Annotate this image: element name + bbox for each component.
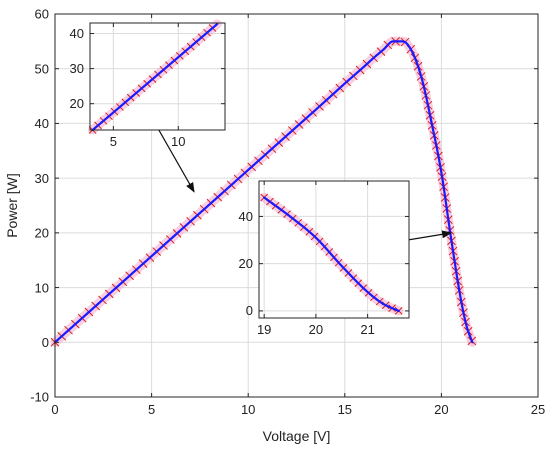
main-ytick-label-2: 10 xyxy=(35,280,49,295)
zoom-arrow-1 xyxy=(155,124,195,193)
main-ytick-label-4: 30 xyxy=(35,171,49,186)
inset-2: 19 20 21 0 20 40 xyxy=(239,180,410,337)
inset-2-xtick-label-2: 21 xyxy=(360,322,374,337)
main-xtick-label-3: 15 xyxy=(338,402,352,417)
inset-1-xtick-label-1: 10 xyxy=(171,134,185,149)
inset-2-ytick-label-2: 40 xyxy=(239,209,253,224)
main-xtick-label-5: 25 xyxy=(531,402,545,417)
inset-2-ytick-label-1: 20 xyxy=(239,256,253,271)
inset-1-series-line xyxy=(91,22,219,132)
inset-2-xtick-label-1: 20 xyxy=(309,322,323,337)
inset-2-background xyxy=(259,181,409,318)
inset-2-ytick-label-0: 0 xyxy=(246,303,253,318)
main-ytick-label-5: 40 xyxy=(35,116,49,131)
main-xtick-label-0: 0 xyxy=(51,402,58,417)
main-plot-data xyxy=(50,36,477,347)
main-series-0-line xyxy=(53,40,474,344)
inset-1-frame xyxy=(89,22,226,131)
inset-1-ytick-label-1: 30 xyxy=(70,61,84,76)
inset-1-ytick-label-0: 20 xyxy=(70,96,84,111)
main-ytick-label-0: -10 xyxy=(30,390,49,405)
inset-2-series-line xyxy=(263,196,400,313)
inset-1-ytick-label-2: 40 xyxy=(70,26,84,41)
inset-1-xtick-label-0: 5 xyxy=(110,134,117,149)
main-xtick-label-4: 20 xyxy=(434,402,448,417)
inset-1: 5 10 20 30 40 xyxy=(70,19,226,149)
y-axis-label: Power [W] xyxy=(4,173,20,238)
main-xtick-label-2: 10 xyxy=(241,402,255,417)
inset-2-frame xyxy=(258,180,410,319)
main-ytick-label-3: 20 xyxy=(35,226,49,241)
inset-plots: 5 10 20 30 40 19 20 21 0 20 40 xyxy=(70,19,410,337)
main-xtick-label-1: 5 xyxy=(148,402,155,417)
x-axis-label: Voltage [V] xyxy=(263,428,331,444)
main-ytick-label-1: 0 xyxy=(42,335,49,350)
main-ytick-label-6: 50 xyxy=(35,61,49,76)
main-ytick-label-7: 60 xyxy=(35,7,49,22)
inset-2-xtick-label-0: 19 xyxy=(257,322,271,337)
main-frame xyxy=(54,13,539,398)
